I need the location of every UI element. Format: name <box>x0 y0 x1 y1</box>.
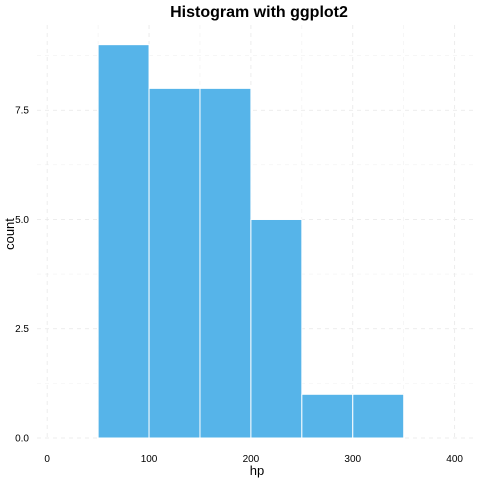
bars <box>97 44 405 439</box>
x-axis-title: hp <box>250 463 264 478</box>
histogram-bar <box>97 44 150 439</box>
y-tick-label: 0.0 <box>15 434 29 445</box>
y-tick-label: 2.5 <box>15 324 29 335</box>
x-tick-label: 300 <box>344 454 361 465</box>
x-tick-label: 100 <box>141 454 158 465</box>
histogram-bar <box>301 393 354 439</box>
histogram-bar <box>148 87 201 439</box>
histogram-bar <box>250 218 303 439</box>
histogram-bar <box>352 393 405 439</box>
x-tick-label: 0 <box>44 454 50 465</box>
x-tick-label: 200 <box>243 454 260 465</box>
x-axis-ticks: 0 100 200 300 400 <box>44 454 463 465</box>
y-axis-title: count <box>2 218 17 250</box>
histogram-bar <box>199 87 252 439</box>
x-tick-label: 400 <box>446 454 463 465</box>
y-tick-label: 5.0 <box>15 215 29 226</box>
y-tick-label: 7.5 <box>15 106 29 117</box>
y-axis-ticks: 0.0 2.5 5.0 7.5 <box>15 106 29 445</box>
chart-title: Histogram with ggplot2 <box>170 4 348 21</box>
